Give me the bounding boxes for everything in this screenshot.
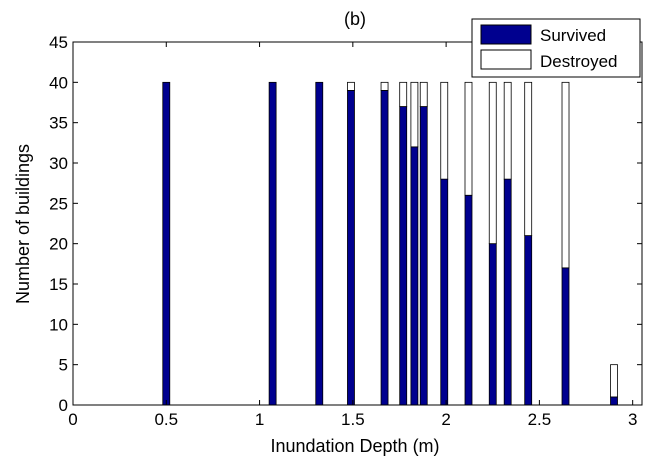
bar-destroyed-6	[410, 81, 419, 148]
legend-label-destroyed: Destroyed	[540, 52, 617, 71]
y-tick-label-8: 40	[49, 73, 68, 92]
x-tick-label-0: 0	[68, 410, 77, 429]
bar-survived-7	[419, 106, 428, 406]
y-axis-title: Number of buildings	[13, 144, 33, 304]
x-tick-label-2: 1	[255, 410, 264, 429]
bars-layer	[162, 81, 618, 406]
legend-swatch-destroyed	[480, 49, 532, 70]
x-tick-label-4: 2	[441, 410, 450, 429]
bar-survived-8	[440, 178, 449, 406]
legend: Survived Destroyed	[471, 18, 641, 78]
bar-survived-0	[162, 81, 171, 406]
y-tick-label-5: 25	[49, 194, 68, 213]
x-axis-title: Inundation Depth (m)	[270, 436, 439, 456]
plot-frame	[72, 41, 643, 406]
bar-destroyed-4	[380, 81, 389, 91]
y-tick-label-6: 30	[49, 154, 68, 173]
bar-survived-14	[610, 396, 618, 406]
bar-destroyed-12	[524, 81, 533, 237]
bar-survived-13	[561, 267, 570, 406]
bar-destroyed-10	[488, 81, 497, 245]
x-tick-label-3: 1.5	[341, 410, 365, 429]
bar-survived-1	[268, 81, 277, 406]
x-axis-ticks: 0 0.5 1 1.5 2 2.5 3	[68, 42, 637, 429]
bar-survived-2	[315, 81, 324, 406]
bar-destroyed-9	[464, 81, 473, 196]
bar-survived-11	[503, 178, 512, 406]
bar-survived-6	[410, 146, 419, 406]
bar-destroyed-13	[561, 81, 570, 269]
bar-destroyed-7	[419, 81, 428, 107]
bar-destroyed-11	[503, 81, 512, 180]
y-tick-label-7: 35	[49, 114, 68, 133]
x-tick-label-6: 3	[628, 410, 637, 429]
bar-survived-5	[399, 106, 408, 406]
y-tick-label-4: 20	[49, 235, 68, 254]
y-tick-label-1: 5	[59, 356, 68, 375]
bar-destroyed-5	[399, 81, 408, 107]
bar-survived-10	[488, 243, 497, 406]
legend-label-survived: Survived	[540, 26, 606, 45]
bar-survived-4	[380, 90, 389, 406]
bar-destroyed-14	[610, 364, 618, 398]
bar-survived-12	[524, 235, 533, 406]
bar-destroyed-3	[347, 81, 355, 91]
y-tick-label-2: 10	[49, 315, 68, 334]
y-tick-label-0: 0	[59, 396, 68, 415]
y-tick-label-9: 45	[49, 33, 68, 52]
bar-destroyed-8	[440, 81, 449, 180]
chart-title: (b)	[344, 9, 366, 29]
bar-survived-9	[464, 194, 473, 406]
y-tick-label-3: 15	[49, 275, 68, 294]
x-tick-label-1: 0.5	[154, 410, 178, 429]
legend-swatch-survived	[480, 24, 532, 45]
bar-survived-3	[347, 90, 355, 406]
x-tick-label-5: 2.5	[528, 410, 552, 429]
y-axis-ticks: 0 5 10 15 20 25 30 35 40 45	[49, 33, 642, 415]
